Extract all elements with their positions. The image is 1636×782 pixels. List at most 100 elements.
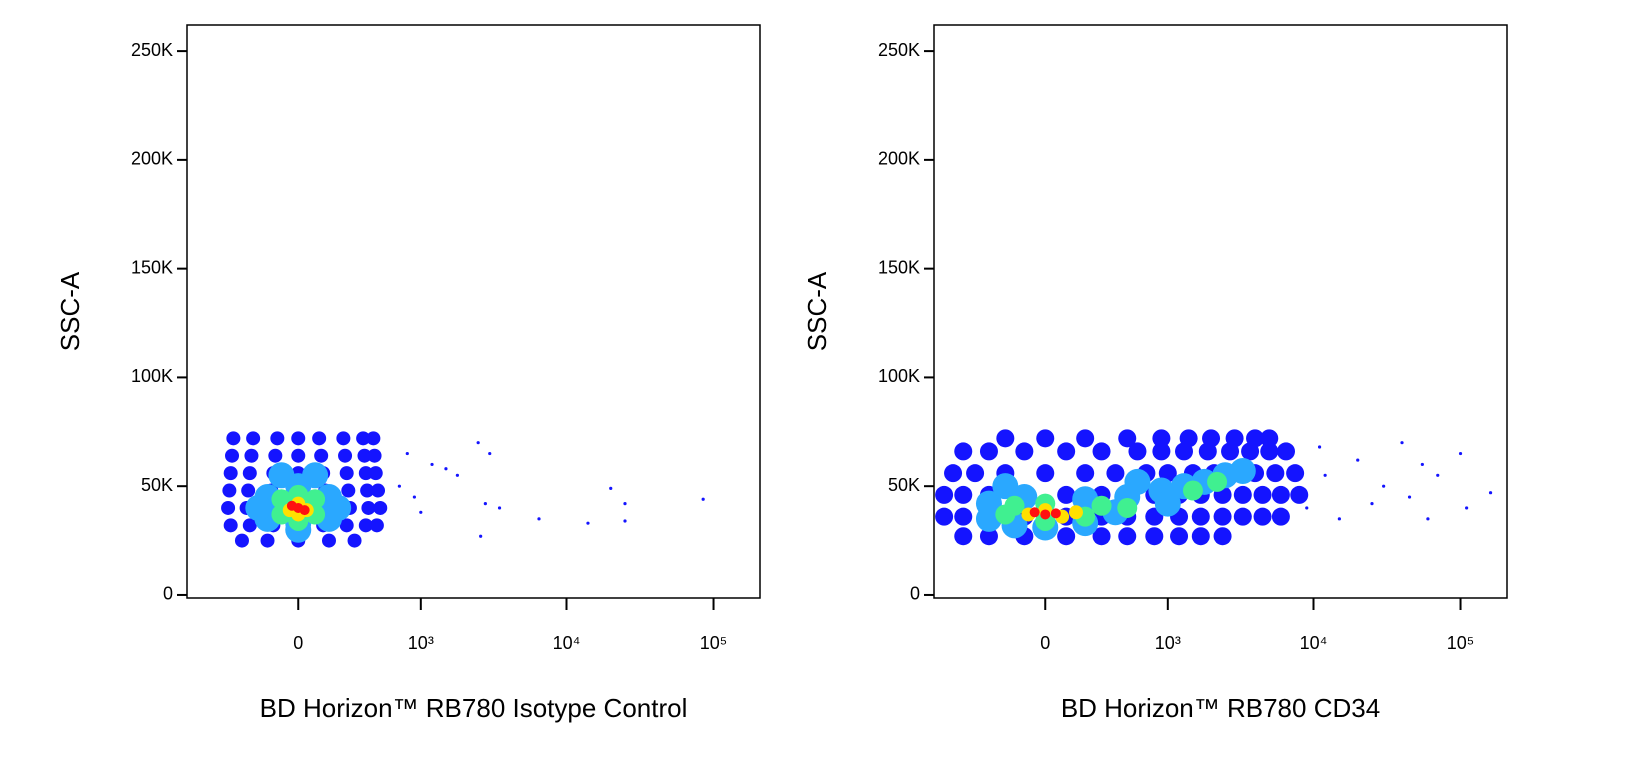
point (1118, 429, 1137, 448)
point (497, 506, 502, 510)
point (1246, 429, 1265, 448)
point (347, 533, 362, 548)
point (419, 510, 423, 514)
point (1225, 429, 1244, 448)
y-tick-label: 200K (878, 149, 920, 169)
point (935, 507, 954, 526)
point (1271, 507, 1290, 526)
point (1436, 473, 1440, 477)
y-tick-label: 200K (131, 149, 173, 169)
point (1370, 501, 1374, 506)
point (623, 519, 627, 523)
point (286, 500, 297, 511)
point (1015, 442, 1034, 461)
point (1317, 445, 1322, 449)
point (1426, 517, 1430, 521)
x-tick-label: 10⁴ (553, 633, 581, 653)
point (1182, 480, 1203, 501)
point (226, 431, 241, 446)
point (537, 517, 541, 521)
point (701, 497, 705, 501)
point (1407, 495, 1412, 499)
point (369, 518, 384, 533)
point (488, 451, 492, 456)
point (992, 473, 1019, 500)
point (270, 431, 285, 446)
point (979, 527, 998, 546)
y-tick-label: 0 (910, 584, 920, 604)
point (1057, 442, 1076, 461)
point (242, 466, 257, 481)
point (1057, 485, 1076, 504)
plot-frame (186, 24, 761, 599)
x-axis-label: BD Horizon™ RB780 CD34 (1061, 693, 1380, 723)
point (1106, 464, 1125, 483)
point (358, 466, 373, 481)
point (242, 518, 257, 533)
point (361, 500, 376, 515)
point (975, 490, 1002, 517)
point (291, 448, 306, 463)
point (1076, 464, 1095, 483)
y-tick-label: 250K (878, 40, 920, 60)
point (222, 483, 237, 498)
y-tick-label: 150K (131, 257, 173, 277)
point (1213, 507, 1232, 526)
point (455, 473, 459, 477)
point (1323, 473, 1327, 477)
point (1458, 451, 1463, 456)
point (1040, 509, 1051, 520)
point (1191, 527, 1210, 546)
point (268, 448, 283, 463)
point (1158, 464, 1177, 483)
point (336, 431, 351, 446)
y-axis-label: SSC-A (802, 271, 832, 351)
point (1152, 429, 1171, 448)
point (1029, 507, 1040, 518)
point (1092, 442, 1111, 461)
point (405, 451, 409, 456)
point (368, 466, 383, 481)
point (1465, 506, 1469, 510)
point (476, 441, 480, 445)
y-tick-label: 150K (878, 257, 920, 277)
y-tick-label: 250K (131, 40, 173, 60)
point (397, 484, 401, 488)
point (1420, 462, 1424, 467)
point (1213, 527, 1232, 546)
point (321, 533, 336, 548)
point (1124, 468, 1151, 495)
point (479, 534, 483, 538)
point (996, 429, 1015, 448)
point (371, 483, 386, 498)
point (1117, 497, 1138, 518)
point (444, 467, 448, 471)
point (1036, 429, 1055, 448)
y-tick-label: 100K (878, 366, 920, 386)
x-tick-label: 10⁵ (1447, 633, 1474, 653)
point (245, 494, 272, 521)
x-tick-label: 10⁴ (1300, 633, 1328, 653)
x-tick-label: 10³ (1155, 633, 1181, 653)
y-tick-label: 50K (888, 475, 920, 495)
point (1400, 441, 1404, 445)
point (1253, 485, 1272, 504)
point (1260, 429, 1279, 448)
points (221, 431, 705, 548)
y-tick-label: 0 (163, 584, 173, 604)
point (291, 431, 306, 446)
point (1154, 490, 1181, 517)
point (339, 518, 354, 533)
point (1057, 527, 1076, 546)
point (1191, 507, 1210, 526)
point (954, 485, 973, 504)
point (1233, 507, 1252, 526)
point (1337, 517, 1341, 521)
point (223, 518, 238, 533)
point (357, 448, 372, 463)
point (338, 448, 353, 463)
point (954, 507, 973, 526)
point (609, 486, 613, 490)
point (241, 483, 256, 498)
point (367, 448, 382, 463)
